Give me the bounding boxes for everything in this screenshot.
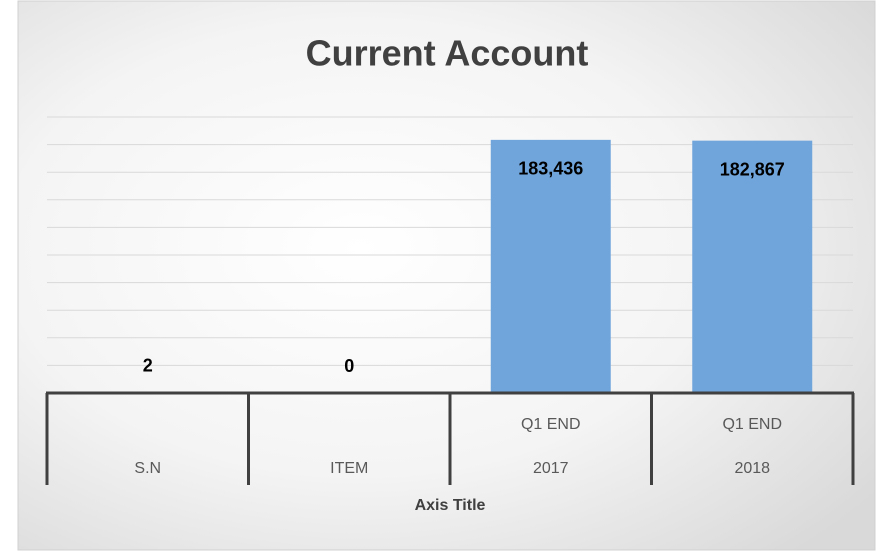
x-tick-label: S.N (134, 460, 161, 477)
data-label: 183,436 (518, 159, 583, 179)
x-tick-label: 2017 (533, 460, 569, 477)
chart-title: Current Account (306, 33, 589, 74)
x-group-label: Q1 END (722, 416, 782, 433)
x-axis-title: Axis Title (415, 497, 486, 514)
x-tick-label: 2018 (734, 460, 770, 477)
data-label: 0 (344, 356, 354, 376)
x-group-label: Q1 END (521, 416, 581, 433)
data-label: 182,867 (720, 159, 785, 179)
data-label: 2 (143, 356, 153, 376)
x-tick-label: ITEM (330, 460, 368, 477)
